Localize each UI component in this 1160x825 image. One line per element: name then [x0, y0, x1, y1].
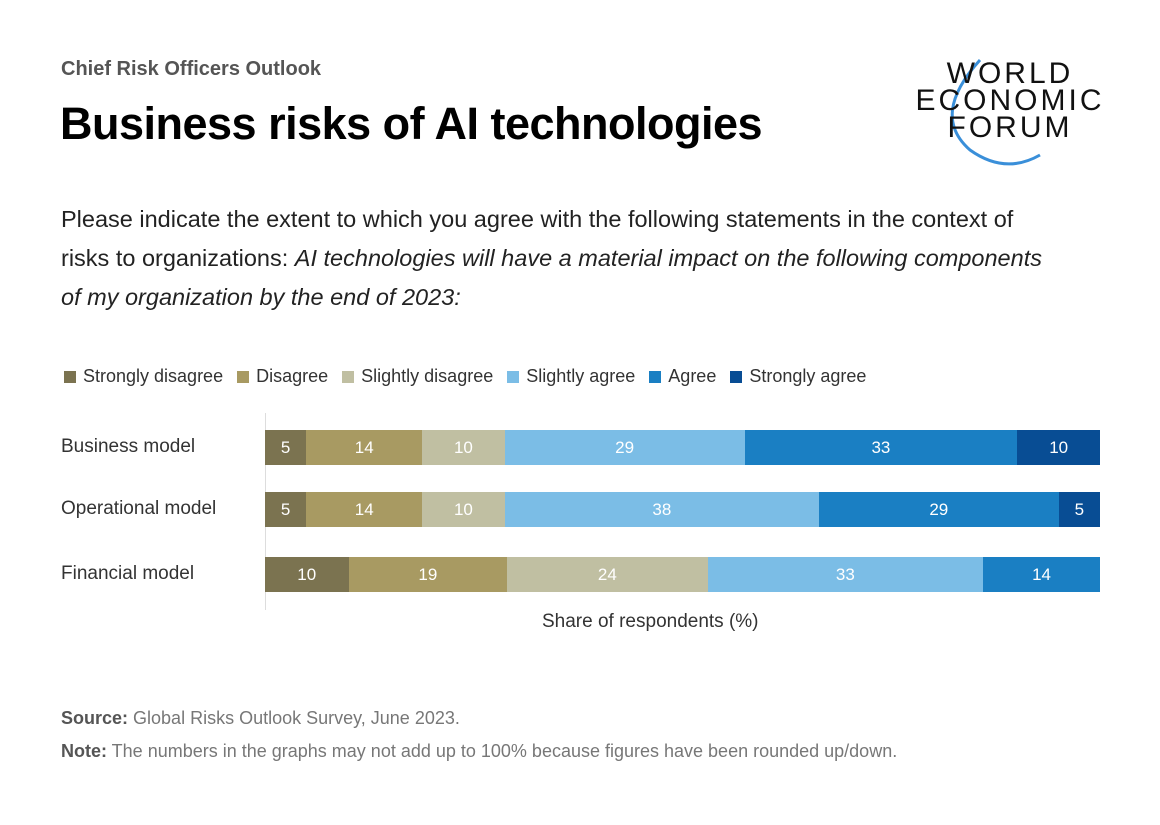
svg-text:FORUM: FORUM [948, 111, 1073, 144]
bar-segment: 10 [422, 430, 505, 465]
bar-segment: 5 [265, 430, 307, 465]
legend-label: Disagree [256, 366, 329, 386]
kicker: Chief Risk Officers Outlook [61, 58, 322, 80]
legend-label: Slightly agree [526, 366, 636, 386]
data-label: 29 [615, 437, 635, 457]
bar-segment: 10 [1017, 430, 1100, 465]
data-label: 14 [1032, 564, 1051, 584]
x-axis-label: Share of respondents (%) [542, 611, 759, 632]
bar-segment: 33 [744, 430, 1018, 465]
data-label: 33 [835, 564, 855, 584]
bar-row: 10 19 24 33 14 [265, 557, 1100, 592]
svg-text:WORLD: WORLD [947, 57, 1074, 90]
question-text: Please indicate the extent to which you … [61, 206, 1014, 271]
bar-segment: 24 [507, 557, 708, 592]
bar-segment: 14 [306, 492, 423, 527]
data-label: 10 [453, 437, 473, 457]
data-label: 14 [354, 499, 374, 519]
data-label: 5 [280, 437, 291, 457]
page-title: Business risks of AI technologies [60, 98, 763, 149]
bar-row: 5 14 10 29 33 10 [265, 430, 1100, 465]
svg-text:ECONOMIC: ECONOMIC [916, 84, 1105, 117]
legend-swatch [649, 370, 662, 383]
wef-logo: WORLD ECONOMIC FORUM [916, 57, 1105, 166]
legend-item: Strongly agree [730, 366, 866, 387]
data-label: 33 [871, 437, 891, 457]
legend-label: Strongly agree [749, 366, 867, 386]
bar-segment: 10 [265, 557, 349, 592]
data-label: 5 [280, 499, 291, 519]
bar-segment: 29 [818, 492, 1059, 527]
data-label: 19 [418, 564, 438, 584]
legend-item: Slightly disagree [342, 366, 493, 387]
bar-segment: 10 [422, 492, 505, 527]
source: Source: Global Risks Outlook Survey, Jun… [61, 708, 460, 728]
data-label: 38 [652, 499, 672, 519]
data-label: 10 [1049, 437, 1069, 457]
note: Note: The numbers in the graphs may not … [61, 741, 898, 761]
data-label: 5 [1074, 499, 1085, 519]
data-label: 10 [453, 499, 473, 519]
legend-swatch [237, 370, 250, 383]
bar-segment: 29 [504, 430, 745, 465]
category-label: Financial model [61, 563, 195, 584]
data-label: 10 [297, 564, 317, 584]
legend-label: Slightly disagree [361, 366, 494, 386]
bar-segment: 14 [306, 430, 423, 465]
legend-label: Strongly disagree [83, 366, 224, 386]
legend-swatch [64, 370, 76, 383]
bar-row: 5 14 10 38 29 5 [265, 492, 1100, 527]
legend-item: Disagree [237, 366, 328, 387]
legend-item: Slightly agree [507, 366, 635, 387]
data-label: 29 [929, 499, 949, 519]
legend-swatch [730, 370, 743, 383]
legend-item: Strongly disagree [64, 366, 223, 387]
bar-segment: 38 [504, 492, 819, 527]
data-label: 14 [354, 437, 374, 457]
question-statement: AI technologies will have a material imp… [61, 245, 1042, 310]
legend-item: Agree [649, 366, 716, 387]
bar-segment: 33 [707, 557, 984, 592]
legend-swatch [507, 370, 520, 383]
bar-segment: 14 [983, 557, 1100, 592]
category-label: Business model [61, 436, 196, 457]
data-label: 24 [597, 564, 617, 584]
legend: Strongly disagree Disagree Slightly disagr… [64, 366, 880, 387]
bar-segment: 5 [1058, 492, 1100, 527]
legend-label: Agree [668, 366, 717, 386]
category-label: Operational model [61, 498, 217, 519]
bar-segment: 5 [265, 492, 307, 527]
question: Please indicate the extent to which you … [61, 200, 1061, 317]
bar-segment: 19 [348, 557, 508, 592]
legend-swatch [342, 370, 355, 383]
